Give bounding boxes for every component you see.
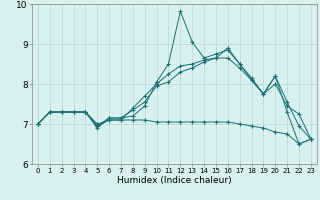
X-axis label: Humidex (Indice chaleur): Humidex (Indice chaleur) [117, 176, 232, 185]
